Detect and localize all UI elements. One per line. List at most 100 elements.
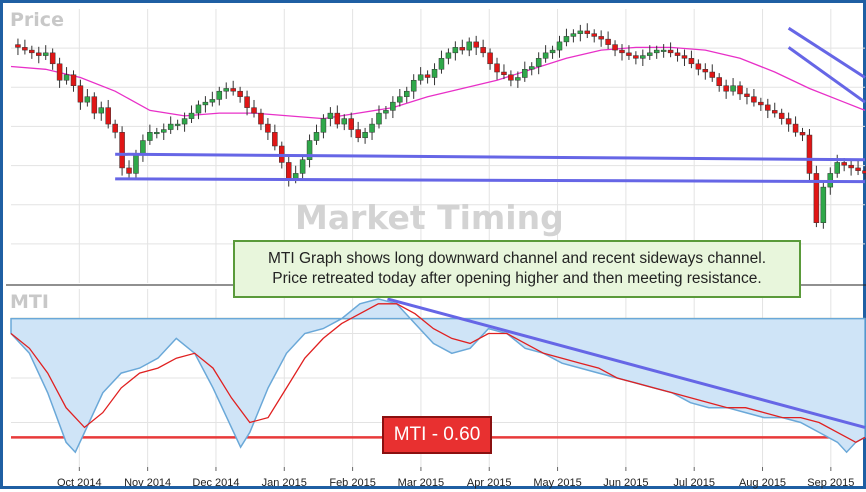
x-tick-label: Aug 2015 bbox=[739, 477, 786, 489]
candle-up bbox=[522, 69, 527, 77]
candle-down bbox=[15, 45, 20, 48]
x-tick-label: Jun 2015 bbox=[603, 477, 648, 489]
candle-down bbox=[92, 97, 97, 113]
candle-up bbox=[536, 58, 541, 66]
candle-down bbox=[800, 132, 805, 135]
candle-up bbox=[168, 124, 173, 129]
candle-down bbox=[849, 165, 854, 168]
mti-panel-label: MTI bbox=[10, 291, 49, 313]
candle-down bbox=[703, 69, 708, 72]
candle-down bbox=[488, 53, 493, 64]
candle-down bbox=[231, 88, 236, 91]
x-tick-label: Jul 2015 bbox=[673, 477, 715, 489]
candle-up bbox=[210, 99, 215, 102]
candle-up bbox=[640, 56, 645, 59]
candle-down bbox=[335, 113, 340, 124]
candle-up bbox=[571, 34, 576, 37]
candle-down bbox=[57, 64, 62, 80]
candle-down bbox=[245, 97, 250, 108]
candle-up bbox=[654, 50, 659, 53]
candle-down bbox=[78, 86, 83, 102]
candle-up bbox=[154, 132, 159, 134]
candle-up bbox=[182, 119, 187, 124]
annotation-line-1: MTI Graph shows long downward channel an… bbox=[235, 249, 799, 269]
candle-down bbox=[585, 31, 590, 34]
candle-down bbox=[106, 108, 111, 124]
candle-down bbox=[807, 135, 812, 173]
candle-down bbox=[599, 36, 604, 39]
candle-up bbox=[224, 88, 229, 91]
candle-down bbox=[724, 86, 729, 91]
price-panel-label: Price bbox=[10, 9, 64, 31]
candle-down bbox=[682, 56, 687, 59]
price-trendline bbox=[789, 28, 865, 77]
candle-down bbox=[36, 53, 41, 56]
candle-up bbox=[446, 53, 451, 58]
candle-up bbox=[64, 75, 69, 80]
candle-down bbox=[501, 72, 506, 75]
candle-up bbox=[453, 47, 458, 52]
candle-up bbox=[397, 97, 402, 102]
candle-up bbox=[342, 119, 347, 124]
candle-down bbox=[758, 102, 763, 105]
candle-down bbox=[613, 45, 618, 50]
candle-down bbox=[460, 47, 465, 50]
candle-up bbox=[564, 36, 569, 41]
candle-up bbox=[85, 97, 90, 102]
candle-up bbox=[418, 75, 423, 80]
candle-down bbox=[738, 86, 743, 94]
candle-up bbox=[432, 69, 437, 77]
candle-up bbox=[835, 162, 840, 173]
candle-up bbox=[550, 50, 555, 53]
candle-down bbox=[765, 105, 770, 110]
candle-down bbox=[633, 56, 638, 59]
candle-down bbox=[425, 75, 430, 78]
candle-down bbox=[592, 34, 597, 37]
candle-up bbox=[363, 132, 368, 137]
candle-up bbox=[140, 141, 145, 155]
candle-up bbox=[439, 58, 444, 69]
candle-down bbox=[252, 108, 257, 113]
candle-down bbox=[349, 119, 354, 130]
candle-up bbox=[161, 130, 166, 133]
candle-up bbox=[370, 124, 375, 132]
candle-up bbox=[314, 132, 319, 140]
candle-up bbox=[543, 53, 548, 58]
candle-up bbox=[99, 108, 104, 113]
candle-up bbox=[147, 132, 152, 140]
candle-down bbox=[495, 64, 500, 72]
candle-up bbox=[661, 50, 666, 52]
candle-down bbox=[508, 75, 513, 80]
candle-down bbox=[29, 50, 34, 53]
candle-down bbox=[689, 58, 694, 63]
price-trendline bbox=[115, 179, 865, 182]
candle-up bbox=[203, 102, 208, 105]
candle-down bbox=[863, 171, 866, 174]
annotation-box: MTI Graph shows long downward channel an… bbox=[233, 240, 801, 298]
candle-up bbox=[467, 42, 472, 50]
candle-up bbox=[383, 110, 388, 113]
candle-up bbox=[217, 91, 222, 99]
x-tick-label: Jan 2015 bbox=[262, 477, 307, 489]
candle-up bbox=[133, 154, 138, 173]
candle-up bbox=[390, 102, 395, 110]
candle-down bbox=[71, 75, 76, 86]
annotation-line-2: Price retreated today after opening high… bbox=[235, 269, 799, 289]
candle-down bbox=[238, 91, 243, 96]
candle-down bbox=[22, 47, 27, 50]
candle-up bbox=[376, 113, 381, 124]
candle-up bbox=[321, 119, 326, 133]
candle-down bbox=[113, 124, 118, 132]
candle-down bbox=[474, 42, 479, 47]
candle-down bbox=[856, 168, 861, 171]
candle-down bbox=[675, 53, 680, 56]
x-tick-label: Feb 2015 bbox=[329, 477, 375, 489]
candle-up bbox=[647, 53, 652, 56]
candle-down bbox=[265, 124, 270, 132]
candle-up bbox=[328, 113, 333, 118]
x-tick-label: Nov 2014 bbox=[124, 477, 171, 489]
candle-down bbox=[744, 94, 749, 97]
candle-down bbox=[779, 113, 784, 118]
candle-down bbox=[842, 162, 847, 165]
